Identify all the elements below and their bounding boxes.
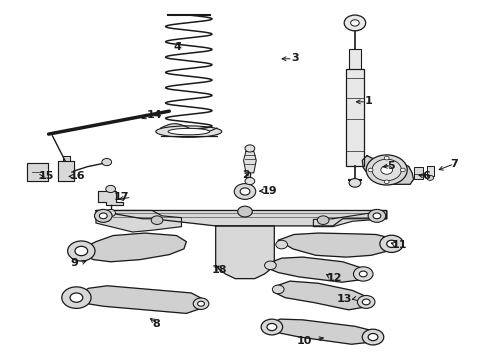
Circle shape <box>261 319 283 335</box>
Text: 15: 15 <box>39 171 54 181</box>
Text: 5: 5 <box>387 161 394 171</box>
Text: 8: 8 <box>152 319 160 329</box>
Polygon shape <box>244 151 256 173</box>
Polygon shape <box>314 211 387 226</box>
Ellipse shape <box>156 126 222 137</box>
Circle shape <box>318 216 329 225</box>
Text: 11: 11 <box>392 240 407 250</box>
Circle shape <box>373 213 381 219</box>
Circle shape <box>276 240 288 249</box>
Polygon shape <box>98 191 123 205</box>
Text: 1: 1 <box>364 96 372 106</box>
Text: 9: 9 <box>70 258 78 268</box>
Circle shape <box>234 184 256 199</box>
Text: 12: 12 <box>327 273 343 283</box>
Polygon shape <box>63 156 70 161</box>
Circle shape <box>368 210 386 222</box>
Circle shape <box>102 158 112 166</box>
Circle shape <box>238 206 252 217</box>
Polygon shape <box>216 226 274 279</box>
Circle shape <box>245 177 255 185</box>
Circle shape <box>366 155 407 185</box>
Bar <box>414 167 423 179</box>
Text: 10: 10 <box>297 336 313 346</box>
Circle shape <box>384 180 389 184</box>
Circle shape <box>387 240 396 247</box>
Circle shape <box>400 168 405 172</box>
Circle shape <box>362 299 370 305</box>
Text: 4: 4 <box>173 42 181 52</box>
Polygon shape <box>96 211 387 226</box>
Bar <box>427 166 434 176</box>
Polygon shape <box>278 233 392 257</box>
Polygon shape <box>96 211 181 232</box>
Text: 2: 2 <box>242 170 250 180</box>
Circle shape <box>381 166 392 174</box>
Text: 18: 18 <box>212 265 227 275</box>
Circle shape <box>380 235 403 252</box>
Circle shape <box>95 210 112 222</box>
Circle shape <box>357 296 375 309</box>
Text: 6: 6 <box>422 171 430 181</box>
Text: 7: 7 <box>450 159 458 169</box>
Ellipse shape <box>168 129 210 135</box>
Text: 17: 17 <box>113 192 129 202</box>
Polygon shape <box>26 163 48 181</box>
Circle shape <box>368 168 373 172</box>
Circle shape <box>240 188 250 195</box>
Text: 3: 3 <box>291 53 299 63</box>
Polygon shape <box>58 161 74 181</box>
Polygon shape <box>267 257 365 282</box>
Circle shape <box>151 216 163 225</box>
Circle shape <box>106 185 116 193</box>
Text: 13: 13 <box>337 294 352 304</box>
Bar <box>345 69 364 166</box>
Polygon shape <box>273 281 368 310</box>
Polygon shape <box>362 156 414 184</box>
Circle shape <box>384 156 389 160</box>
Circle shape <box>68 241 95 261</box>
Polygon shape <box>73 286 205 314</box>
Circle shape <box>75 246 88 256</box>
Circle shape <box>372 159 401 181</box>
Polygon shape <box>80 233 186 262</box>
Circle shape <box>368 333 378 341</box>
Circle shape <box>265 261 276 270</box>
Text: 14: 14 <box>147 110 162 120</box>
Text: 19: 19 <box>262 186 278 197</box>
Circle shape <box>378 163 395 176</box>
Circle shape <box>193 298 209 310</box>
Polygon shape <box>269 319 376 344</box>
Circle shape <box>344 15 366 31</box>
Text: 16: 16 <box>70 171 86 181</box>
Circle shape <box>353 267 373 281</box>
Circle shape <box>62 287 91 309</box>
Circle shape <box>272 285 284 294</box>
Circle shape <box>362 329 384 345</box>
Circle shape <box>106 210 116 217</box>
Bar <box>348 49 361 76</box>
Circle shape <box>349 179 361 187</box>
Circle shape <box>245 145 255 152</box>
Circle shape <box>197 301 204 306</box>
Circle shape <box>70 293 83 302</box>
Circle shape <box>99 213 107 219</box>
Circle shape <box>351 20 359 26</box>
Circle shape <box>267 323 277 330</box>
Circle shape <box>427 175 434 180</box>
Circle shape <box>359 271 367 277</box>
